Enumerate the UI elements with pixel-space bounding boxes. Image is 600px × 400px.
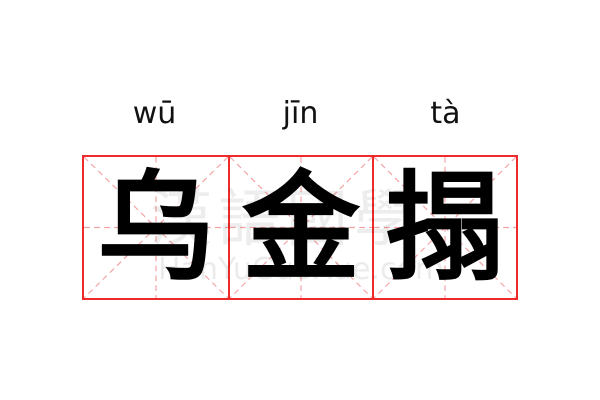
pinyin-3: tà bbox=[430, 96, 461, 131]
character-cell-1: 乌 bbox=[84, 157, 228, 298]
watermark-latin: HanYuGuoXue.com bbox=[158, 252, 445, 287]
character-cell-3: 搨 bbox=[371, 157, 516, 298]
character-grid: 乌 金 搨 bbox=[82, 155, 518, 300]
guide-lines bbox=[84, 157, 228, 298]
guide-lines bbox=[373, 157, 516, 298]
character-cell-2: 金 bbox=[227, 157, 372, 298]
hanzi-2: 金 bbox=[241, 157, 360, 297]
hanzi-1: 乌 bbox=[96, 157, 215, 297]
hanzi-3: 搨 bbox=[385, 157, 504, 297]
watermark-chinese: 漢語國學 bbox=[150, 182, 423, 255]
guide-lines bbox=[229, 157, 372, 298]
pinyin-1: wū bbox=[132, 96, 177, 131]
pinyin-2: jīn bbox=[282, 96, 319, 131]
